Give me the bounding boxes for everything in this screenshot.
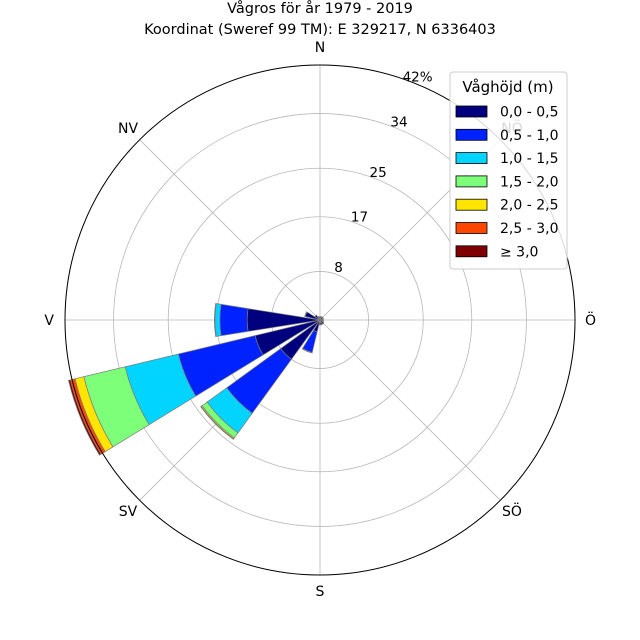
rose-bar-segment	[219, 303, 249, 337]
legend-swatch	[455, 198, 488, 211]
legend-frame	[449, 71, 568, 270]
legend-swatch	[455, 175, 488, 188]
legend-swatch	[455, 245, 488, 258]
legend-label: 1,5 - 2,0	[500, 174, 558, 190]
direction-label-s: S	[316, 584, 325, 600]
chart-title-line-1: Vågros för år 1979 - 2019	[227, 0, 413, 17]
legend-swatch	[455, 222, 488, 234]
grid-spoke	[319, 319, 501, 501]
rose-bar-segment	[301, 347, 313, 354]
direction-label-w: V	[44, 313, 54, 329]
direction-label-e: Ö	[585, 311, 596, 329]
legend-label: 2,5 - 3,0	[500, 221, 558, 237]
radial-tick-labels: 8 17 25 34 42%	[334, 69, 432, 276]
rose-bar-segment	[314, 314, 321, 321]
rose-bar-segment	[68, 379, 102, 456]
chart-title-line-2: Koordinat (Sweref 99 TM): E 329217, N 63…	[144, 22, 496, 38]
direction-label-n: N	[315, 40, 325, 56]
legend-swatch	[455, 128, 488, 141]
legend-label: 2,0 - 2,5	[500, 198, 558, 214]
radial-tick-label: 8	[334, 260, 343, 276]
outer-circle	[64, 64, 576, 576]
rose-bar-segment	[318, 319, 322, 326]
rose-bar-segment	[200, 405, 235, 440]
radial-tick-label: 42%	[403, 69, 433, 85]
legend-swatch	[455, 105, 488, 118]
legend-swatch	[455, 152, 488, 165]
legend-title: Våghöjd (m)	[462, 78, 553, 96]
direction-label-se: SÖ	[502, 502, 522, 520]
legend-label: 1,0 - 1,5	[500, 151, 558, 167]
grid-spoke	[139, 139, 321, 321]
legend-label: 0,0 - 0,5	[500, 105, 558, 121]
rose-bar-segment	[214, 303, 217, 337]
direction-label-nw: NV	[118, 121, 138, 137]
legend: Våghöjd (m) 0,0 - 0,5 0,5 - 1,0 1,0 - 1,5 1…	[449, 71, 568, 270]
radial-tick-label: 34	[390, 114, 407, 130]
direction-label-sw: SV	[119, 504, 138, 520]
radial-tick-label: 25	[369, 165, 386, 181]
rose-bars	[68, 303, 325, 456]
polar-axis	[64, 64, 576, 576]
rose-bar-segment	[304, 311, 308, 317]
rose-bar-segment	[319, 319, 324, 326]
legend-label: 0,5 - 1,0	[500, 128, 558, 144]
rose-bar-segment	[317, 316, 321, 321]
legend-items: 0,0 - 0,5 0,5 - 1,0 1,0 - 1,5 1,5 - 2,0 2,0 …	[455, 105, 558, 260]
radial-tick-label: 17	[351, 210, 368, 226]
legend-label: ≥ 3,0	[500, 244, 538, 260]
